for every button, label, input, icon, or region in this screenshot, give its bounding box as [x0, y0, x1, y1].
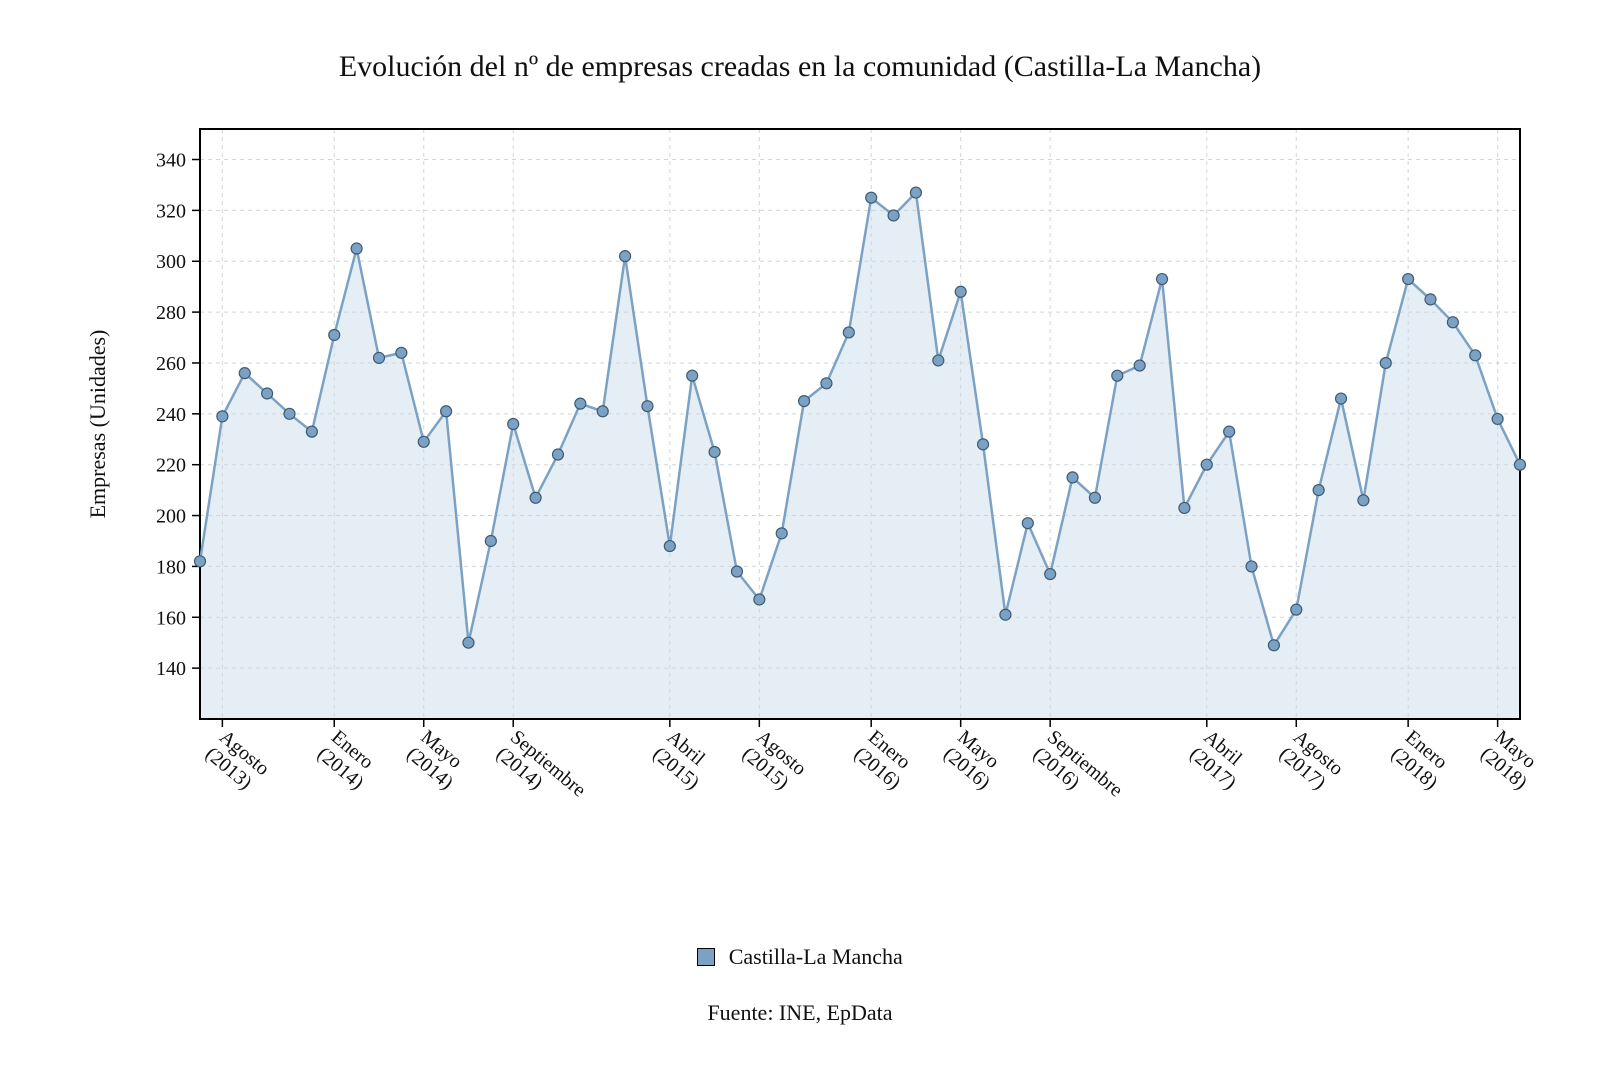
- legend-swatch: [697, 948, 715, 966]
- source-text: Fuente: INE, EpData: [40, 1000, 1560, 1026]
- data-point: [1336, 393, 1347, 404]
- data-point: [1179, 502, 1190, 513]
- data-point: [1447, 317, 1458, 328]
- data-point: [306, 426, 317, 437]
- data-point: [687, 370, 698, 381]
- x-tick-label-group: Abril(2017): [1185, 726, 1254, 794]
- y-tick-label: 140: [156, 658, 186, 680]
- x-tick-label-group: Enero(2016): [850, 726, 919, 794]
- chart-svg: 140 160 180 200 220 240 260 280 300 320 340 Empresa…: [40, 114, 1560, 934]
- y-tick-label: 200: [156, 506, 186, 528]
- y-tick-label: 280: [156, 302, 186, 324]
- data-point: [821, 378, 832, 389]
- data-point: [731, 566, 742, 577]
- chart-container: Evolución del nº de empresas creadas en …: [0, 0, 1600, 1078]
- x-tick-label-group: Abril(2015): [648, 726, 717, 794]
- data-point: [1112, 370, 1123, 381]
- x-tick-label-group: Mayo(2016): [939, 726, 1008, 794]
- data-point: [1000, 609, 1011, 620]
- data-point: [418, 436, 429, 447]
- data-point: [1403, 274, 1414, 285]
- y-tick-label: 180: [156, 556, 186, 578]
- y-tick-label: 300: [156, 251, 186, 273]
- data-point: [1134, 360, 1145, 371]
- y-tick-label: 240: [156, 404, 186, 426]
- data-point: [239, 368, 250, 379]
- data-point: [933, 355, 944, 366]
- data-point: [1246, 561, 1257, 572]
- data-point: [351, 243, 362, 254]
- data-point: [955, 286, 966, 297]
- data-point: [642, 401, 653, 412]
- data-point: [1291, 604, 1302, 615]
- y-axis-label: Empresas (Unidades): [85, 330, 110, 519]
- data-point: [1425, 294, 1436, 305]
- data-point: [866, 192, 877, 203]
- data-point: [1313, 485, 1324, 496]
- data-point: [776, 528, 787, 539]
- data-point: [978, 439, 989, 450]
- x-tick-label-group: Enero(2018): [1387, 726, 1456, 794]
- legend-label: Castilla-La Mancha: [729, 944, 903, 969]
- data-point: [1515, 459, 1526, 470]
- data-point: [284, 408, 295, 419]
- chart-area: 140 160 180 200 220 240 260 280 300 320 340 Empresa…: [40, 114, 1560, 934]
- x-tick-label-group: Mayo(2018): [1476, 726, 1545, 794]
- data-point: [754, 594, 765, 605]
- data-point: [709, 446, 720, 457]
- data-point: [1089, 492, 1100, 503]
- data-point: [1492, 413, 1503, 424]
- y-tick-label: 320: [156, 200, 186, 222]
- data-point: [1224, 426, 1235, 437]
- data-point: [441, 406, 452, 417]
- data-point: [195, 556, 206, 567]
- data-point: [508, 419, 519, 430]
- y-tick-label: 340: [156, 150, 186, 172]
- data-point: [799, 396, 810, 407]
- data-point: [1470, 350, 1481, 361]
- data-point: [620, 251, 631, 262]
- data-point: [530, 492, 541, 503]
- y-tick-label: 260: [156, 353, 186, 375]
- legend: Castilla-La Mancha: [40, 944, 1560, 970]
- data-point: [664, 541, 675, 552]
- data-point: [463, 637, 474, 648]
- data-point: [575, 398, 586, 409]
- data-point: [1380, 357, 1391, 368]
- data-point: [217, 411, 228, 422]
- data-point: [910, 187, 921, 198]
- x-tick-label-group: Agosto(2015): [738, 726, 811, 797]
- data-point: [1022, 518, 1033, 529]
- data-point: [1157, 274, 1168, 285]
- data-point: [262, 388, 273, 399]
- data-point: [552, 449, 563, 460]
- data-point: [329, 329, 340, 340]
- data-point: [1268, 640, 1279, 651]
- data-point: [485, 535, 496, 546]
- x-tick-label-group: Agosto(2017): [1275, 726, 1348, 797]
- y-tick-label: 220: [156, 455, 186, 477]
- data-point: [1067, 472, 1078, 483]
- data-point: [373, 352, 384, 363]
- data-point: [396, 347, 407, 358]
- data-point: [843, 327, 854, 338]
- x-tick-label-group: Mayo(2014): [402, 726, 471, 794]
- x-tick-label-group: Agosto(2013): [201, 726, 274, 797]
- chart-title: Evolución del nº de empresas creadas en …: [40, 50, 1560, 84]
- x-tick-label-group: Septiembre(2014): [492, 726, 590, 818]
- data-point: [1201, 459, 1212, 470]
- y-tick-label: 160: [156, 607, 186, 629]
- data-point: [888, 210, 899, 221]
- data-point: [597, 406, 608, 417]
- x-tick-label-group: Septiembre(2016): [1029, 726, 1127, 818]
- x-tick-label-group: Enero(2014): [313, 726, 382, 794]
- data-point: [1358, 495, 1369, 506]
- data-point: [1045, 569, 1056, 580]
